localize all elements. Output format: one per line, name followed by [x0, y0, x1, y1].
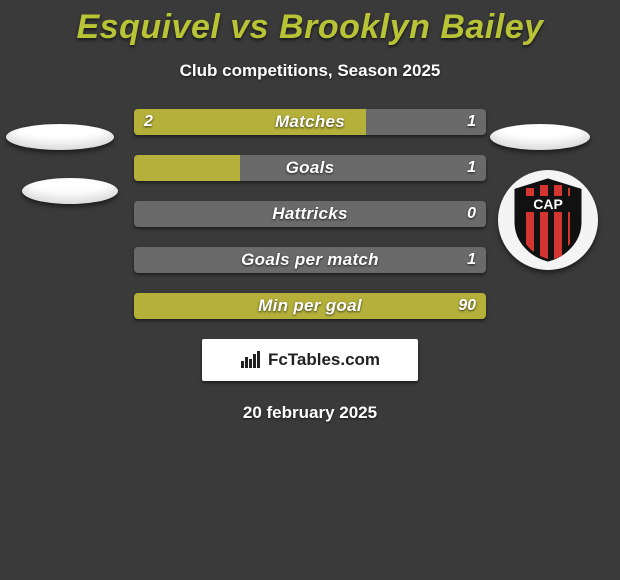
- stat-label: Goals: [134, 155, 486, 181]
- page-subtitle: Club competitions, Season 2025: [0, 61, 620, 81]
- stat-label: Min per goal: [134, 293, 486, 319]
- page-title: Esquivel vs Brooklyn Bailey: [0, 0, 620, 47]
- svg-text:CAP: CAP: [533, 196, 563, 212]
- footer-date: 20 february 2025: [0, 403, 620, 423]
- stat-row: 0Hattricks: [134, 201, 486, 227]
- bar-chart-icon: [240, 351, 262, 369]
- stat-row: 21Matches: [134, 109, 486, 135]
- stat-label: Goals per match: [134, 247, 486, 273]
- left-player-ellipse: [6, 124, 114, 150]
- stat-row: 1Goals: [134, 155, 486, 181]
- right-player-ellipse: [490, 124, 590, 150]
- club-shield-icon: CAP: [512, 178, 584, 262]
- stat-row: 1Goals per match: [134, 247, 486, 273]
- source-logo: FcTables.com: [202, 339, 418, 381]
- stat-label: Matches: [134, 109, 486, 135]
- left-player-ellipse: [22, 178, 118, 204]
- club-badge: CAP: [498, 170, 598, 270]
- stat-row: 90Min per goal: [134, 293, 486, 319]
- stat-label: Hattricks: [134, 201, 486, 227]
- source-logo-text: FcTables.com: [268, 350, 380, 370]
- stats-bars: 21Matches 1Goals 0Hattricks 1Goals per matc…: [134, 109, 486, 319]
